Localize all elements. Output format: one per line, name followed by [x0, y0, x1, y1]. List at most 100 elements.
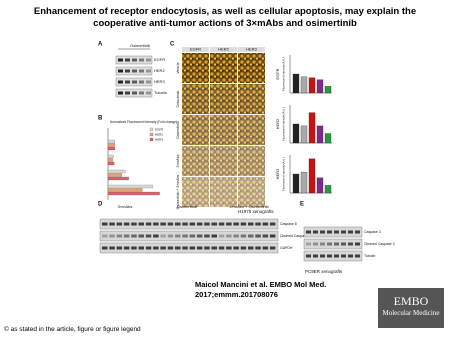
bar	[316, 79, 324, 94]
logo: EMBO Molecular Medicine	[378, 288, 444, 328]
blot-band	[218, 222, 225, 226]
blot-row-label: HER3	[154, 79, 165, 84]
blot-band	[167, 246, 174, 250]
blot-band	[327, 242, 332, 246]
blot-band	[211, 246, 217, 250]
blot-band	[218, 234, 225, 238]
blot-band	[139, 58, 144, 62]
blot-band	[132, 91, 137, 95]
blot-band	[348, 230, 353, 234]
blot-band	[153, 246, 159, 250]
bar	[107, 161, 115, 166]
blot-band	[138, 222, 144, 226]
citation-line: Maicol Mancini et al. EMBO Mol Med.	[195, 280, 327, 289]
micrograph	[210, 84, 237, 114]
blot-strip	[99, 230, 279, 242]
blot-band	[102, 234, 108, 238]
blot-band	[139, 91, 144, 95]
blot-band	[145, 234, 152, 238]
blot-band	[160, 234, 166, 238]
column-header-bg	[210, 47, 237, 52]
blot-band	[233, 246, 239, 250]
panel-label: B	[98, 116, 103, 122]
bar	[107, 176, 129, 181]
blot-band	[248, 246, 254, 250]
blot-band	[196, 222, 203, 226]
micrograph	[210, 146, 237, 176]
bar	[300, 76, 308, 94]
row-label: Cetuximab	[176, 91, 180, 108]
blot-band	[313, 242, 318, 246]
blot-row-label: EGFR	[154, 57, 165, 62]
micrograph	[182, 53, 209, 83]
blot-band	[348, 254, 353, 258]
micrograph	[182, 177, 209, 207]
blot-band	[131, 222, 137, 226]
logo-word: EMBO	[393, 294, 429, 308]
blot-band	[145, 222, 152, 226]
micrograph	[238, 84, 265, 114]
legend-label: HER3	[155, 137, 163, 141]
blot-band	[102, 246, 108, 250]
blot-band	[196, 234, 203, 238]
blot-band	[218, 246, 225, 250]
blot-band	[240, 246, 247, 250]
blot-band	[102, 222, 108, 226]
row-label: Osimertinib	[176, 121, 180, 139]
blot-band	[341, 254, 346, 258]
blot-band	[269, 246, 276, 250]
blot-band	[132, 69, 137, 73]
row-label: 3×mAbs	[176, 154, 180, 167]
blot-band	[355, 230, 360, 234]
column-header-bg	[238, 47, 265, 52]
bar	[324, 133, 332, 144]
blot-band	[320, 254, 325, 258]
micrograph	[182, 84, 209, 114]
blot-band	[306, 230, 311, 234]
blot-band	[182, 234, 188, 238]
blot-band	[153, 234, 159, 238]
blot-band	[132, 80, 137, 84]
blot-band	[204, 246, 210, 250]
caption: H1975 xenografts	[238, 209, 274, 214]
blot-band	[320, 230, 325, 234]
footer: © as stated in the article, figure or fi…	[4, 326, 141, 333]
blot-band	[255, 222, 261, 226]
blot-band	[109, 246, 115, 250]
blot-band	[118, 69, 123, 73]
blot-band	[123, 222, 130, 226]
blot-band	[139, 69, 144, 73]
micrograph	[210, 115, 237, 145]
blot-band	[334, 242, 339, 246]
blot-band	[138, 234, 144, 238]
blot-band	[139, 80, 144, 84]
logo-sub: Molecular Medicine	[382, 309, 440, 317]
blot-band	[240, 222, 247, 226]
blot-band	[248, 222, 254, 226]
blot-row-label: Caspase 8	[280, 222, 297, 226]
blot-band	[255, 234, 261, 238]
blot-band	[306, 254, 311, 258]
blot-band	[116, 234, 123, 238]
bar	[300, 125, 308, 144]
blot-band	[248, 234, 254, 238]
blot-row-label: Cleaved Caspase 3	[364, 242, 395, 246]
blot-band	[116, 246, 123, 250]
blot-band	[118, 58, 123, 62]
column-header: EGFR	[190, 47, 201, 52]
blot-band	[138, 246, 144, 250]
blot-band	[348, 242, 353, 246]
blot-band	[125, 69, 130, 73]
bar	[107, 158, 113, 162]
bar	[107, 143, 115, 147]
bar	[308, 158, 316, 194]
blot-band	[327, 254, 332, 258]
blot-band	[167, 222, 174, 226]
bar	[292, 173, 300, 194]
blot-band	[175, 246, 181, 250]
blot-band	[306, 242, 311, 246]
legend-swatch	[149, 132, 154, 137]
blot-band	[204, 234, 210, 238]
group-label: 3×mAbs + Osimertinib	[229, 204, 269, 209]
